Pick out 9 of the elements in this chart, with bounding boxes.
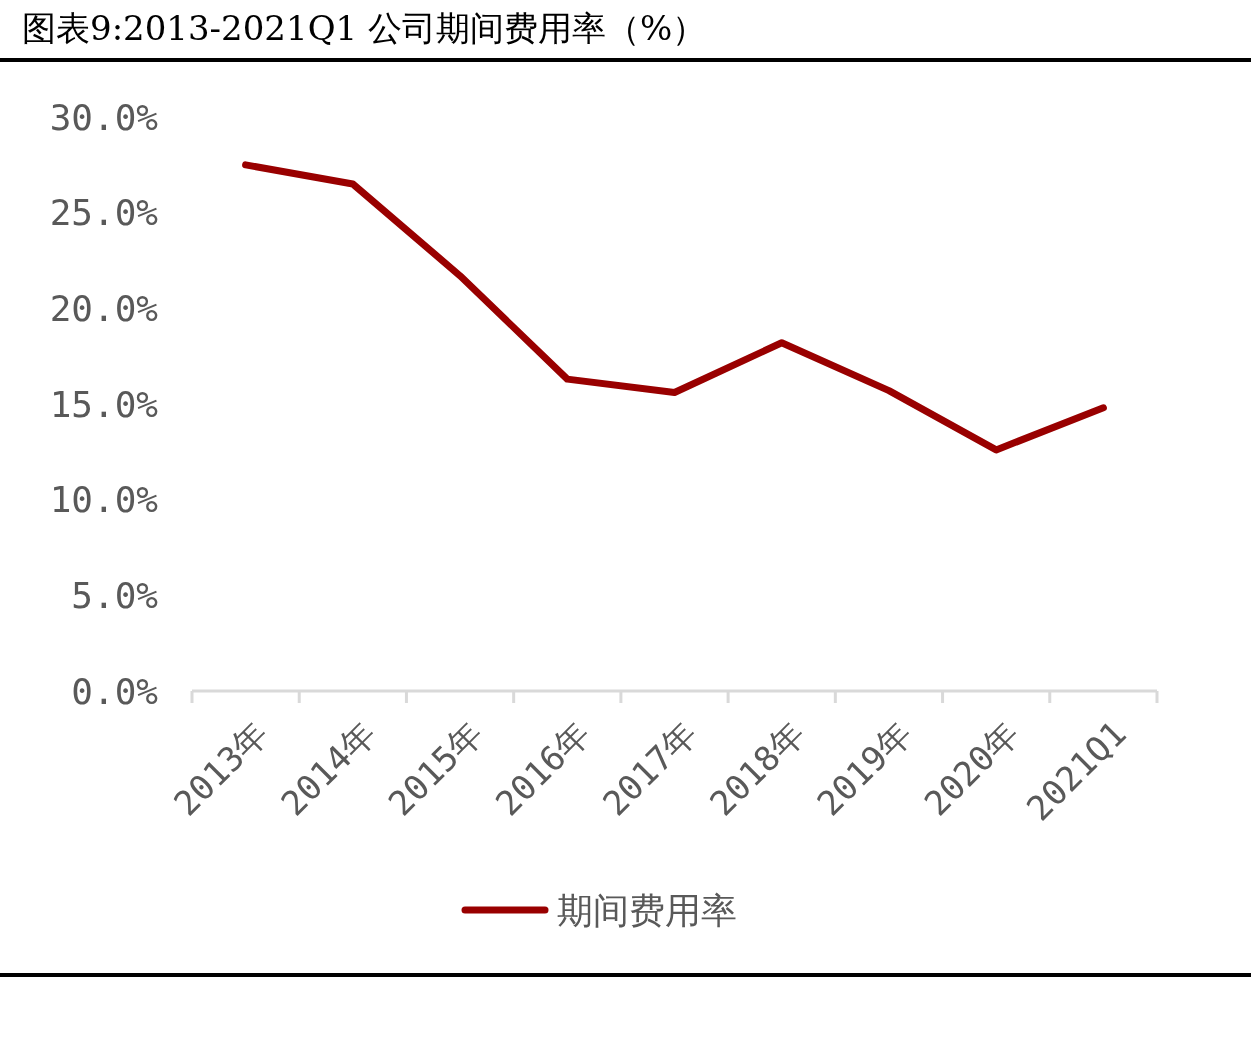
y-tick-label: 25.0% (49, 192, 159, 234)
y-tick-label: 0.0% (71, 670, 159, 712)
y-tick-label: 10.0% (49, 479, 159, 521)
chart-title: 图表9:2013-2021Q1 公司期间费用率（%） (22, 8, 707, 48)
y-tick-label: 30.0% (49, 96, 159, 138)
y-tick-label: 20.0% (49, 287, 159, 329)
legend-label: 期间费用率 (557, 889, 737, 931)
y-tick-label: 15.0% (49, 383, 159, 425)
y-tick-label: 5.0% (71, 574, 159, 616)
